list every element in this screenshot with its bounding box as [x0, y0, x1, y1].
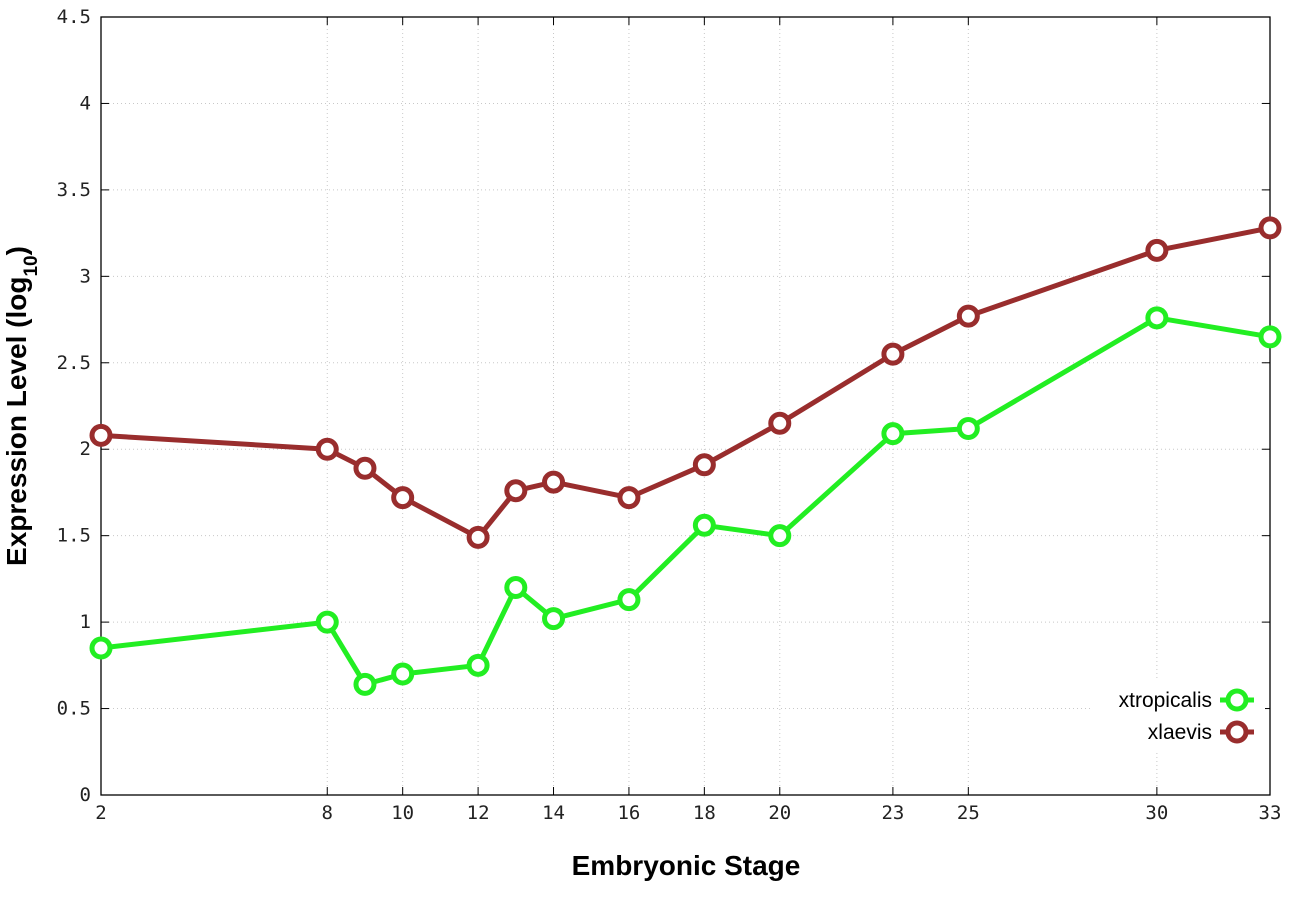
data-point-xlaevis [768, 411, 792, 435]
y-tick-label: 2.5 [57, 352, 91, 374]
y-axis-title-close: ) [1, 246, 32, 255]
plot-frame [100, 16, 1271, 796]
grid-lines [101, 17, 1270, 795]
y-tick-label: 2 [80, 438, 91, 460]
x-tick-label: 12 [467, 802, 490, 824]
x-axis-title: Embryonic Stage [572, 850, 801, 881]
data-point-xtropicalis [353, 672, 377, 696]
y-axis-ticks: 0 0.5 1 1.5 2 2.5 3 3.5 4 4.5 [57, 6, 1270, 806]
data-point-xtropicalis [1258, 325, 1282, 349]
y-axis-title: Expression Level (log10) [1, 246, 42, 566]
legend: xtropicalis xlaevis [1090, 680, 1265, 750]
x-tick-label: 18 [693, 802, 716, 824]
series-xtropicalis [89, 306, 1282, 696]
data-point-xlaevis [391, 486, 415, 510]
data-point-xtropicalis [391, 662, 415, 686]
y-axis-title-main: Expression Level (log [1, 277, 32, 566]
y-tick-label: 4.5 [57, 6, 91, 28]
series-line-xtropicalis [100, 315, 1271, 687]
data-point-xlaevis [89, 423, 113, 447]
data-point-xtropicalis [768, 524, 792, 548]
y-tick-label: 1 [80, 611, 91, 633]
data-point-xtropicalis [1145, 306, 1169, 330]
x-tick-label: 23 [881, 802, 904, 824]
series-xlaevis [89, 216, 1282, 549]
series-line-xlaevis [100, 225, 1271, 540]
data-point-xlaevis [1258, 216, 1282, 240]
x-axis-ticks: 2 8 10 12 14 16 18 20 23 25 30 33 [95, 17, 1281, 824]
y-axis-title-subscript: 10 [21, 255, 42, 276]
y-tick-label: 3.5 [57, 179, 91, 201]
y-tick-label: 0 [80, 784, 91, 806]
y-tick-label: 4 [80, 92, 91, 114]
legend-marker-xtropicalis [1225, 688, 1249, 712]
x-tick-label: 16 [617, 802, 640, 824]
data-point-xlaevis [542, 470, 566, 494]
series-layer [89, 216, 1282, 696]
data-point-xlaevis [617, 486, 641, 510]
data-point-xtropicalis [466, 653, 490, 677]
data-point-xlaevis [466, 525, 490, 549]
x-tick-label: 2 [95, 802, 106, 824]
data-point-xlaevis [881, 342, 905, 366]
data-point-xlaevis [353, 456, 377, 480]
y-tick-label: 1.5 [57, 525, 91, 547]
data-point-xlaevis [315, 437, 339, 461]
y-tick-label: 3 [80, 265, 91, 287]
x-tick-label: 33 [1259, 802, 1282, 824]
legend-label-xlaevis: xlaevis [1148, 721, 1212, 744]
x-tick-label: 8 [322, 802, 333, 824]
data-point-xtropicalis [617, 588, 641, 612]
x-tick-label: 20 [768, 802, 791, 824]
x-tick-label: 14 [542, 802, 565, 824]
data-point-xtropicalis [956, 416, 980, 440]
data-point-xtropicalis [89, 636, 113, 660]
data-point-xlaevis [1145, 238, 1169, 262]
data-point-xtropicalis [542, 607, 566, 631]
data-point-xtropicalis [881, 422, 905, 446]
data-point-xtropicalis [692, 513, 716, 537]
legend-label-xtropicalis: xtropicalis [1119, 689, 1212, 712]
y-tick-label: 0.5 [57, 698, 91, 720]
data-point-xlaevis [504, 479, 528, 503]
x-tick-label: 10 [391, 802, 414, 824]
data-point-xtropicalis [504, 576, 528, 600]
data-point-xtropicalis [315, 610, 339, 634]
x-tick-label: 30 [1145, 802, 1168, 824]
x-tick-label: 25 [957, 802, 980, 824]
legend-marker-xlaevis [1225, 720, 1249, 744]
data-point-xlaevis [956, 304, 980, 328]
data-point-xlaevis [692, 453, 716, 477]
